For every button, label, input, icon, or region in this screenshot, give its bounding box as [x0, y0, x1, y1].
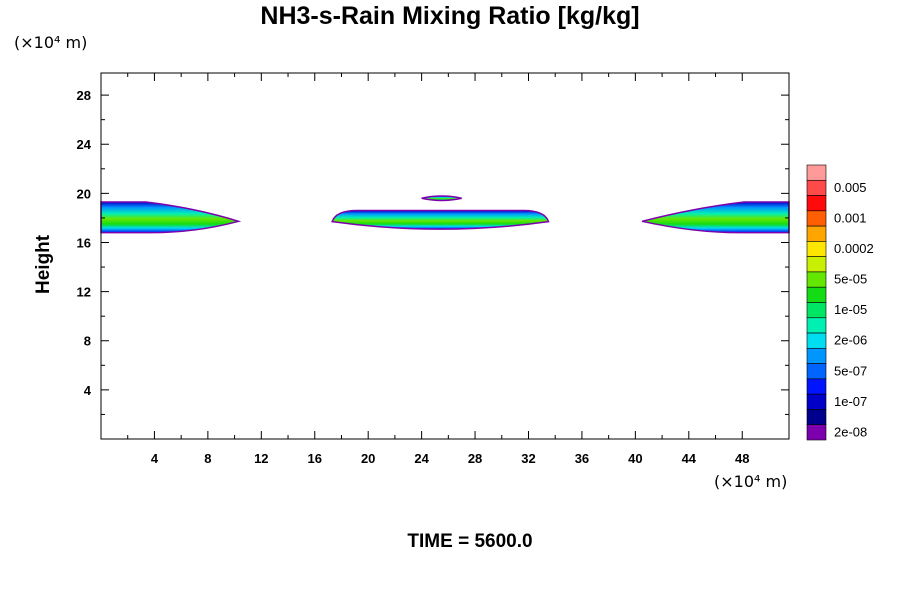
y-axis-unit: (×10⁴ m): [14, 33, 88, 52]
colorbar-swatch: [806, 302, 827, 319]
data-regions: [100, 195, 790, 234]
colorbar-swatch: [806, 409, 827, 426]
colorbar-label: 0.005: [834, 180, 867, 195]
x-tick-label: 8: [204, 451, 211, 466]
colorbar-swatch: [806, 378, 827, 395]
colorbar-label: 0.0002: [834, 241, 874, 256]
plot-frame: [100, 72, 790, 440]
colorbar-swatch: [806, 164, 827, 181]
y-tick-label: 16: [77, 235, 91, 250]
x-tick-label: 20: [361, 451, 375, 466]
x-tick-label: 32: [521, 451, 535, 466]
colorbar-swatch: [806, 210, 827, 227]
y-tick-label: 4: [84, 383, 92, 398]
colorbar-swatch: [806, 424, 827, 441]
colorbar-swatch: [806, 225, 827, 242]
colorbar-swatch: [806, 332, 827, 349]
region-right-band: [641, 201, 790, 234]
colorbar-swatch: [806, 348, 827, 364]
chart-title: NH3-s-Rain Mixing Ratio [kg/kg]: [260, 2, 640, 30]
x-tick-label: 44: [682, 451, 697, 466]
colorbar-swatch: [806, 286, 827, 303]
colorbar-swatch: [806, 271, 827, 288]
y-tick-label: 20: [77, 186, 91, 201]
colorbar-swatch: [806, 317, 827, 334]
x-tick-label: 12: [254, 451, 268, 466]
x-tick-label: 48: [735, 451, 749, 466]
region-center-band: [331, 209, 550, 230]
y-tick-label: 12: [77, 285, 91, 300]
x-tick-label: 4: [151, 451, 159, 466]
x-axis-unit: (×10⁴ m): [714, 472, 788, 491]
colorbar-label: 0.001: [834, 210, 867, 225]
region-left-band: [100, 201, 242, 234]
x-tick-label: 16: [308, 451, 322, 466]
colorbar-label: 5e-07: [834, 363, 867, 378]
region-center-top-blob: [421, 195, 462, 202]
colorbar: 0.005 0.001 0.0002 5e-05 1e-05 2e-06 5e-07 1e-0…: [806, 164, 874, 441]
colorbar-swatch: [806, 241, 827, 257]
time-label: TIME = 5600.0: [407, 531, 533, 552]
colorbar-swatch: [806, 393, 827, 410]
x-tick-label: 36: [575, 451, 589, 466]
x-tick-label: 28: [468, 451, 482, 466]
y-tick-label: 24: [77, 137, 92, 152]
x-tick-label: 40: [628, 451, 642, 466]
colorbar-swatch: [806, 363, 827, 380]
colorbar-swatch: [806, 195, 827, 212]
colorbar-label: 1e-07: [834, 394, 867, 409]
colorbar-label: 1e-05: [834, 302, 867, 317]
colorbar-label: 2e-06: [834, 333, 867, 348]
y-tick-label: 8: [84, 334, 91, 349]
colorbar-label: 2e-08: [834, 424, 867, 439]
x-tick-label: 24: [414, 451, 429, 466]
colorbar-swatch: [806, 179, 827, 196]
colorbar-swatch: [806, 256, 827, 273]
colorbar-label: 5e-05: [834, 272, 867, 287]
y-tick-label: 28: [77, 88, 91, 103]
